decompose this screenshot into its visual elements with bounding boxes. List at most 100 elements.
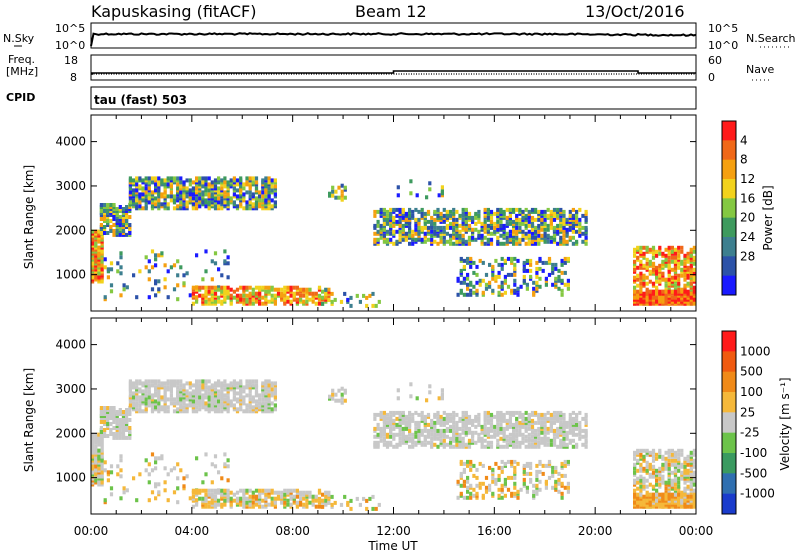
velocity-cell [398,420,402,425]
velocity-cell [144,458,148,463]
velocity-cell [562,436,566,441]
velocity-cell [264,488,268,493]
velocity-cell [150,452,155,457]
power-cell [535,266,539,271]
velocity-cell [639,462,643,467]
colorbar-tick-label: -1000 [740,487,775,501]
velocity-cell [119,468,123,473]
velocity-cell [686,504,690,509]
power-cell [103,209,107,213]
power-cell [478,278,482,283]
velocity-cell [445,434,449,439]
power-cell [150,190,155,195]
velocity-cell [382,442,386,447]
power-cell [157,253,161,258]
power-cell [132,273,136,278]
velocity-cell [248,494,252,499]
power-cell [560,270,564,275]
power-cell [686,251,690,256]
power-cell [500,256,504,261]
velocity-cell [648,472,652,477]
velocity-cell [395,432,399,437]
velocity-cell [522,469,526,474]
velocity-cell [692,474,696,479]
power-cell [198,176,202,181]
velocity-cell [125,418,129,422]
velocity-cell [667,458,671,463]
velocity-cell [502,444,506,449]
power-cell [658,279,662,284]
power-cell [213,184,218,189]
power-cell [154,263,158,268]
velocity-cell [480,436,484,441]
velocity-cell [461,420,465,425]
velocity-cell [423,442,427,447]
velocity-cell [115,410,119,414]
power-cell [489,231,494,236]
velocity-cell [106,406,110,410]
velocity-cell [559,438,563,443]
power-cell [642,281,646,286]
velocity-cell [481,481,485,486]
velocity-cell [584,412,588,417]
velocity-cell [267,383,271,388]
power-cell [551,262,555,267]
power-cell [568,213,572,218]
power-cell [408,241,412,246]
velocity-cell [534,432,538,437]
power-cell [661,259,665,264]
velocity-cell [286,502,290,507]
velocity-cell [683,456,687,461]
velocity-cell [442,428,446,433]
velocity-cell [223,403,227,408]
velocity-cell [401,426,405,431]
power-cell [289,293,293,298]
freq-trace [91,70,696,75]
velocity-cell [116,464,120,469]
power-cell [404,211,408,216]
colorbar-tick-label: -25 [740,426,760,440]
velocity-cell [439,414,443,419]
power-cell [414,227,418,232]
velocity-cell [340,400,344,405]
power-cell [551,270,555,275]
power-ylabel: Slant Range [km] [22,165,36,269]
power-cell [655,289,659,294]
power-cell [385,237,390,242]
velocity-cell [273,395,277,400]
power-cell [411,229,415,234]
colorbar-segment [722,331,736,352]
velocity-cell [472,463,476,468]
power-cell [670,275,674,280]
power-cell [452,207,456,212]
power-cell [530,235,535,240]
freq-tick-top: 18 [64,54,78,67]
velocity-cell [396,396,400,401]
power-cell [258,202,262,207]
velocity-cell [461,440,465,445]
power-cell [477,219,481,224]
power-cell [118,227,122,231]
velocity-cell [648,450,652,455]
power-cell [358,299,362,304]
velocity-cell [562,440,566,445]
power-cell [166,194,170,199]
power-cell [689,281,693,286]
power-cell [210,289,214,294]
power-cell [299,297,303,302]
velocity-cell [251,504,255,509]
power-cell [382,239,386,244]
velocity-heatmap [91,379,696,511]
power-cell [551,282,555,287]
velocity-cell [220,381,224,386]
power-cell [261,194,265,199]
power-cell [537,223,541,228]
power-cell [505,235,509,240]
velocity-cell [633,456,637,461]
power-cell [426,225,431,230]
velocity-cell [452,410,456,415]
velocity-cell [667,448,671,453]
power-cell [433,229,437,234]
power-cell [270,178,274,183]
power-cell [584,235,588,240]
